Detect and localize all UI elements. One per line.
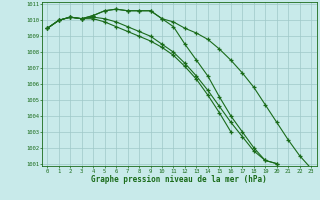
X-axis label: Graphe pression niveau de la mer (hPa): Graphe pression niveau de la mer (hPa) <box>91 175 267 184</box>
